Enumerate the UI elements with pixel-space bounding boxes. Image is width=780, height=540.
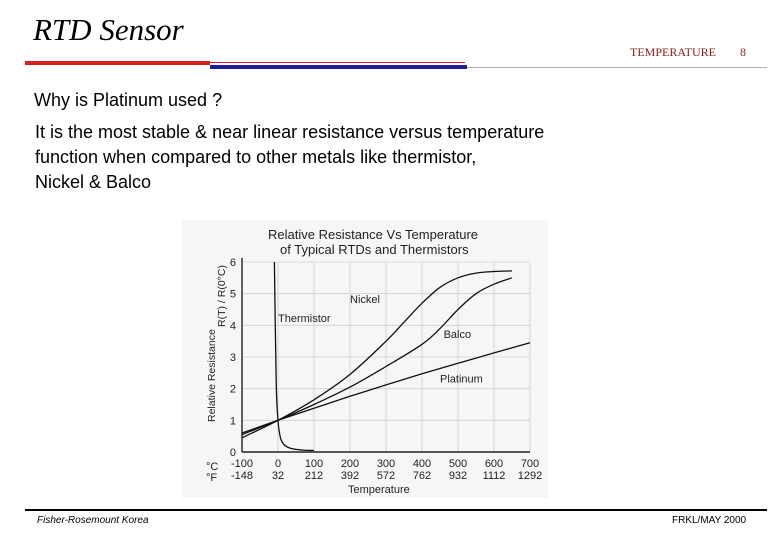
series-line-platinum <box>241 342 531 434</box>
celsius-tick-label: 700 <box>521 458 539 470</box>
header-rule-gray <box>467 67 767 68</box>
fahrenheit-tick-label: 212 <box>305 470 323 482</box>
section-label: TEMPERATURE <box>630 45 717 59</box>
y-tick-label: 4 <box>230 320 236 332</box>
y-tick-label: 0 <box>230 447 236 459</box>
fahrenheit-tick-label: 32 <box>272 470 284 482</box>
fahrenheit-tick-label: 762 <box>413 470 431 482</box>
y-tick-label: 2 <box>230 384 236 396</box>
y-axis-label: Relative Resistance <box>206 329 218 422</box>
y-tick-label: 1 <box>230 415 236 427</box>
y-tick-label: 3 <box>230 352 236 364</box>
series-label-balco: Balco <box>444 329 472 341</box>
fahrenheit-tick-label: 572 <box>377 470 395 482</box>
celsius-tick-label: 300 <box>377 458 395 470</box>
series-line-thermistor <box>273 261 315 452</box>
series-line-nickel <box>241 270 513 439</box>
page-number: 8 <box>740 45 746 59</box>
body-line: function when compared to other metals l… <box>35 147 477 167</box>
resistance-chart: Relative Resistance Vs Temperature of Ty… <box>182 220 548 498</box>
fahrenheit-tick-label: 392 <box>341 470 359 482</box>
footer-rule <box>25 509 767 511</box>
celsius-tick-label: -100 <box>231 458 253 470</box>
y-tick-label: 6 <box>230 257 236 269</box>
series-label-platinum: Platinum <box>440 373 483 385</box>
x-axis-label: Temperature <box>348 484 410 496</box>
header-rule-red-thin <box>210 62 465 63</box>
chart-subtitle: of Typical RTDs and Thermistors <box>280 242 469 257</box>
fahrenheit-unit: °F <box>206 472 217 484</box>
celsius-unit: °C <box>206 461 218 473</box>
celsius-tick-label: 500 <box>449 458 467 470</box>
footer-left-text: Fisher-Rosemount Korea <box>37 515 149 526</box>
header-rule-blue <box>210 65 467 69</box>
fahrenheit-tick-label: 1112 <box>483 470 506 482</box>
series-label-thermistor: Thermistor <box>278 313 331 325</box>
celsius-tick-label: 0 <box>275 458 281 470</box>
body-line: Nickel & Balco <box>35 172 152 192</box>
slide-heading: Why is Platinum used ? <box>34 90 223 110</box>
series-label-nickel: Nickel <box>350 294 380 306</box>
slide-title: RTD Sensor <box>33 12 184 47</box>
celsius-tick-label: 200 <box>341 458 359 470</box>
footer-right-text: FRKL/MAY 2000 <box>672 515 747 526</box>
body-line: It is the most stable & near linear resi… <box>35 122 545 142</box>
fahrenheit-tick-label: 1292 <box>518 470 542 482</box>
y-tick-label: 5 <box>230 289 236 301</box>
chart-title: Relative Resistance Vs Temperature <box>268 227 478 242</box>
celsius-tick-label: 400 <box>413 458 431 470</box>
header-rule-red <box>25 61 210 65</box>
celsius-tick-label: 600 <box>485 458 503 470</box>
chart-svg: Relative Resistance Vs Temperature of Ty… <box>206 227 542 496</box>
celsius-tick-label: 100 <box>305 458 323 470</box>
series-line-balco <box>241 277 513 436</box>
fahrenheit-tick-label: 932 <box>449 470 467 482</box>
fahrenheit-tick-label: -148 <box>231 470 253 482</box>
y-axis-formula: R(T) / R(0°C) <box>216 265 228 327</box>
